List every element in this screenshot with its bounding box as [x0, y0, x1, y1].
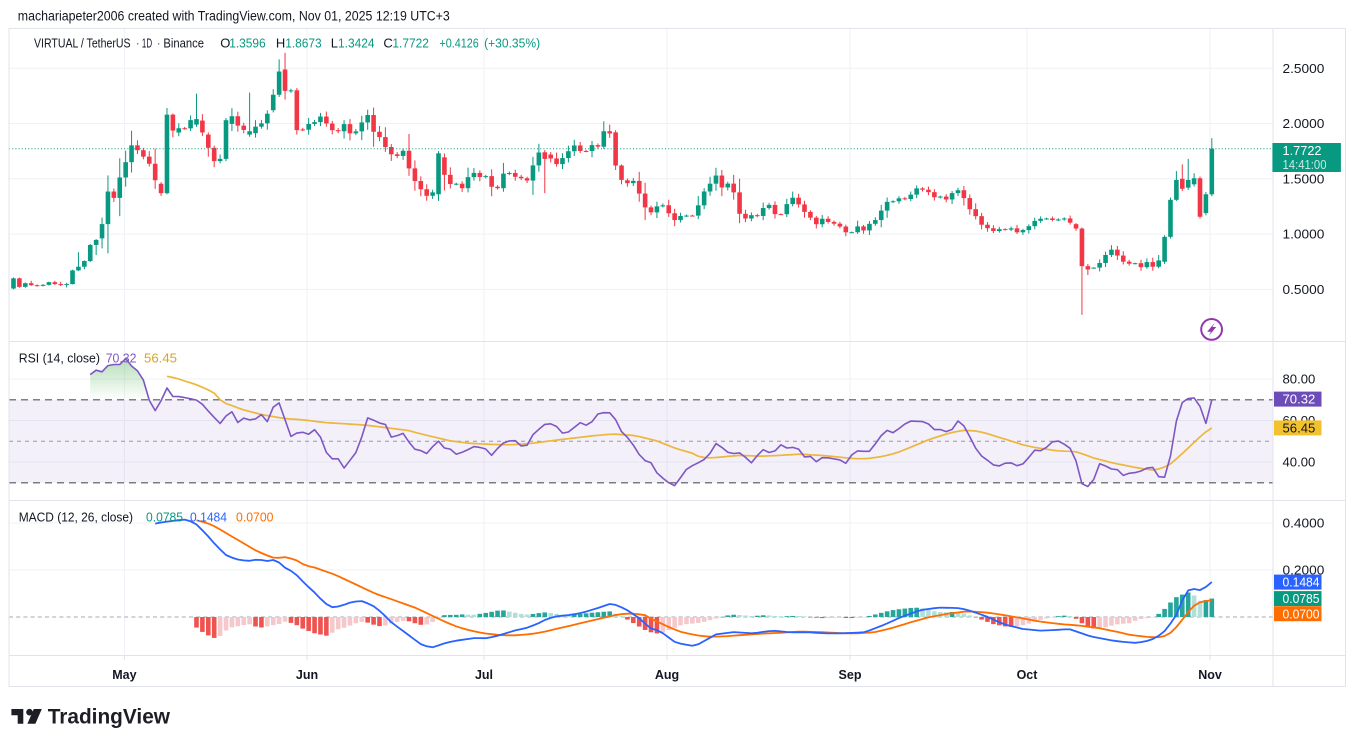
- svg-text:1.3596: 1.3596: [229, 36, 266, 51]
- svg-text:1D: 1D: [142, 36, 152, 51]
- svg-text:VIRTUAL / TetherUS: VIRTUAL / TetherUS: [34, 36, 131, 51]
- svg-text:0.4000: 0.4000: [1283, 516, 1325, 531]
- svg-text:2.0000: 2.0000: [1283, 116, 1325, 131]
- svg-text:1.5000: 1.5000: [1283, 171, 1325, 186]
- svg-text:0.2000: 0.2000: [1283, 563, 1325, 578]
- svg-text:Nov: Nov: [1198, 668, 1222, 682]
- svg-text:L: L: [331, 36, 338, 51]
- svg-text:14:41:00: 14:41:00: [1283, 157, 1327, 172]
- svg-text:Oct: Oct: [1017, 668, 1039, 682]
- svg-text:TradingView: TradingView: [48, 706, 171, 729]
- svg-text:Aug: Aug: [655, 668, 679, 682]
- svg-text:MACD (12, 26, close): MACD (12, 26, close): [19, 510, 133, 525]
- svg-text:0.0700: 0.0700: [236, 510, 274, 525]
- svg-text:0.1484: 0.1484: [190, 510, 227, 525]
- svg-text:56.45: 56.45: [1283, 421, 1316, 436]
- svg-text:1.0000: 1.0000: [1283, 227, 1325, 242]
- svg-text:70.32: 70.32: [106, 351, 137, 366]
- svg-text:Jun: Jun: [296, 668, 318, 682]
- svg-text:H: H: [276, 36, 285, 51]
- svg-text:40.00: 40.00: [1283, 455, 1316, 470]
- svg-text:·: ·: [136, 36, 140, 51]
- svg-text:0.1484: 0.1484: [1283, 575, 1320, 590]
- svg-text:Binance: Binance: [163, 36, 204, 51]
- svg-text:2.5000: 2.5000: [1283, 61, 1325, 76]
- svg-text:Jul: Jul: [475, 668, 493, 682]
- svg-text:+0.4126: +0.4126: [439, 36, 478, 51]
- svg-text:0.5000: 0.5000: [1283, 282, 1325, 297]
- svg-text:(+30.35%): (+30.35%): [484, 36, 540, 51]
- svg-text:0.0785: 0.0785: [146, 510, 183, 525]
- svg-text:Sep: Sep: [839, 668, 862, 682]
- svg-text:0.0700: 0.0700: [1283, 606, 1320, 621]
- svg-text:56.45: 56.45: [144, 351, 177, 366]
- svg-text:1.3424: 1.3424: [338, 36, 375, 51]
- svg-text:1.8673: 1.8673: [285, 36, 322, 51]
- svg-text:1.7722: 1.7722: [1283, 143, 1322, 158]
- svg-text:0.0785: 0.0785: [1283, 591, 1320, 606]
- svg-text:70.32: 70.32: [1283, 392, 1316, 407]
- svg-text:·: ·: [157, 36, 161, 51]
- svg-text:1.7722: 1.7722: [392, 36, 429, 51]
- svg-text:80.00: 80.00: [1283, 372, 1316, 387]
- svg-text:machariapeter2006 created with: machariapeter2006 created with TradingVi…: [18, 8, 450, 23]
- svg-text:C: C: [383, 36, 392, 51]
- svg-text:RSI (14, close): RSI (14, close): [19, 351, 100, 366]
- svg-text:O: O: [220, 36, 230, 51]
- svg-text:May: May: [112, 668, 136, 682]
